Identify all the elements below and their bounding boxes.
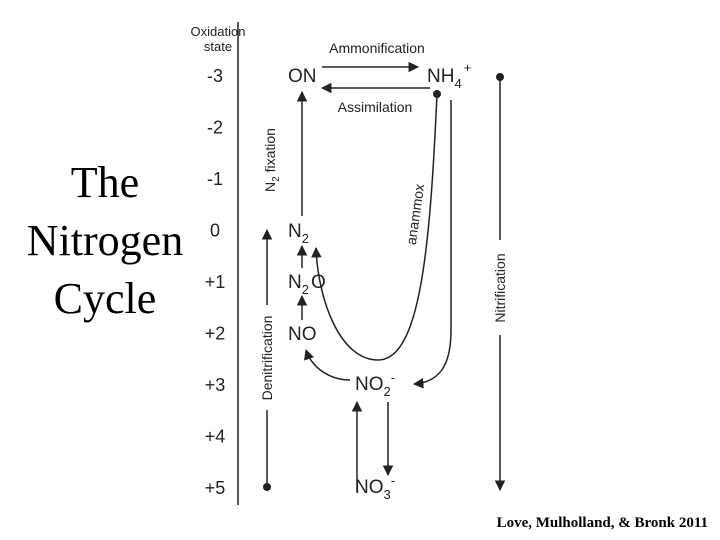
process-label: Denitrification (259, 316, 275, 401)
process-text: N (262, 182, 278, 192)
axis-header-line: state (204, 39, 232, 54)
oxidation-state: -2 (207, 118, 223, 138)
arrow (304, 349, 351, 381)
species-label: NO2- (355, 370, 395, 399)
species: ON NH4+ N2 N2 O NO NO2- NO3- (288, 60, 471, 502)
species-text: N (288, 221, 302, 242)
title: The Nitrogen Cycle (27, 158, 183, 323)
citation: Love, Mulholland, & Bronk 2011 (497, 515, 708, 531)
oxidation-state: +4 (205, 427, 226, 447)
anammox-curve (311, 93, 438, 361)
label-bg (257, 305, 277, 410)
oxidation-state: +1 (205, 272, 226, 292)
process-label: Nitrification (492, 253, 508, 322)
oxidation-state: +3 (205, 375, 226, 395)
oxidation-state: +5 (205, 478, 226, 498)
species-label: NO (288, 324, 317, 345)
species-sub: 2 (302, 282, 309, 297)
label-bg (316, 38, 438, 58)
title-line: The (71, 158, 139, 207)
title-line: Cycle (54, 274, 157, 323)
process-label: Ammonification (329, 40, 425, 56)
species-sub: 3 (384, 487, 391, 502)
species-text: N (288, 272, 302, 293)
species-sup: - (391, 473, 395, 488)
species-text: ON (288, 66, 317, 87)
title-line: Nitrogen (27, 216, 183, 265)
species-text: NH (427, 66, 454, 87)
species-label: N2 O (288, 272, 326, 297)
species-label: N2 (288, 221, 309, 246)
species-label: ON (288, 66, 317, 87)
states: -3 -2 -1 0 +1 +2 +3 +4 +5 (205, 66, 226, 498)
oxidation-state: -1 (207, 169, 223, 189)
axis-header-line: Oxidation (191, 24, 246, 39)
oxidation-state: +2 (205, 324, 226, 344)
species-sub: 4 (454, 76, 461, 91)
species-text: NO (355, 374, 384, 395)
process-text: fixation (262, 128, 278, 176)
axis-header: Oxidation state (191, 24, 246, 54)
species-text: NO (355, 477, 384, 498)
process-label: N2 fixation (262, 128, 282, 192)
oxidation-state: 0 (210, 221, 220, 241)
species-label: NH4+ (427, 60, 471, 91)
oxidation-state: -3 (207, 66, 223, 86)
species-text: O (311, 272, 326, 293)
label-bg (490, 240, 510, 335)
species-text: NO (288, 324, 317, 345)
process-sub: 2 (271, 176, 282, 182)
species-sub: 2 (384, 384, 391, 399)
arrow (412, 100, 452, 389)
process-label: Assimilation (338, 99, 413, 115)
species-label: NO3- (355, 473, 395, 502)
species-sup: + (464, 60, 472, 75)
species-sup: - (391, 370, 395, 385)
species-sub: 2 (302, 231, 309, 246)
